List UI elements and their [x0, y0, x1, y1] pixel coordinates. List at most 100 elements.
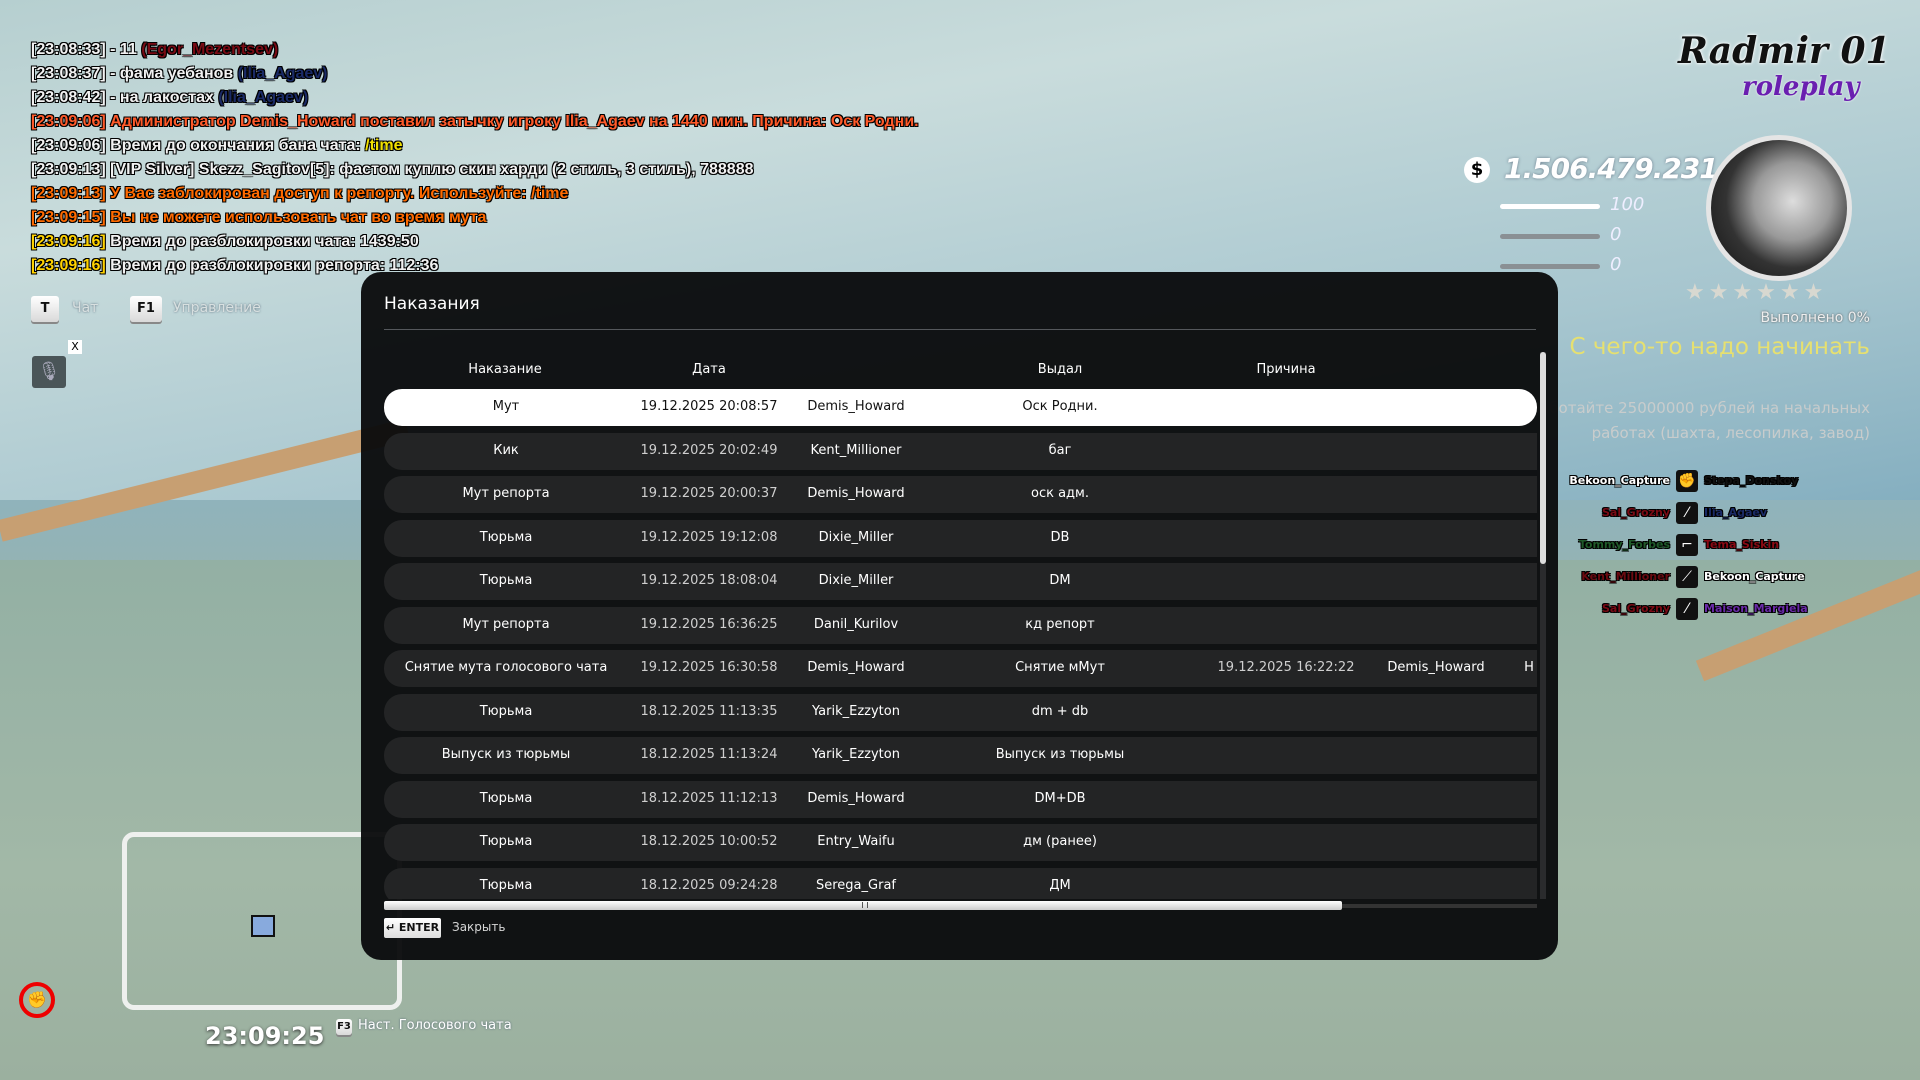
- chat-key[interactable]: T: [31, 296, 59, 322]
- issued-by: Dixie_Miller: [818, 529, 894, 545]
- shotgun-icon: ⁄: [1676, 598, 1698, 620]
- chat-timestamp: [23:09:13]: [31, 161, 106, 178]
- chat-text: Администратор Demis_Howard поставил заты…: [105, 113, 919, 130]
- killfeed-killer: Sal_Grozny: [1601, 602, 1670, 615]
- chat-name: (Ilia_Agaev): [218, 89, 309, 106]
- killfeed-victim: Ilia_Agaev: [1704, 506, 1767, 519]
- horizontal-scroll-thumb[interactable]: [384, 901, 1342, 910]
- killfeed-victim: Maison_Margiela: [1704, 602, 1808, 615]
- punishment-type: Тюрьма: [479, 790, 533, 806]
- issued-by: Entry_Waifu: [817, 834, 895, 849]
- chat-hint: Чат: [72, 300, 99, 316]
- table-row[interactable]: Выпуск из тюрьмы 18.12.2025 11:13:24 Yarik…: [384, 737, 1537, 774]
- punishment-date: 18.12.2025 11:13:35: [640, 703, 778, 719]
- quest-desc-line: Заработайте 25000000 рублей на начальных: [1511, 399, 1870, 417]
- reason: Оск Родни.: [1022, 399, 1098, 414]
- table-row[interactable]: Снятие мута голосового чата 19.12.2025 16…: [384, 650, 1537, 687]
- punishment-date: 19.12.2025 16:30:58: [640, 660, 778, 675]
- player-avatar[interactable]: [1706, 135, 1852, 281]
- chat-text: Время до разблокировки чата: 1439:50: [105, 233, 419, 250]
- fist-icon: ✊: [1676, 470, 1698, 492]
- punishment-type: Мут репорта: [462, 486, 550, 501]
- punishments-list[interactable]: Мут 19.12.2025 20:08:57 Demis_Howard Оск Ро…: [384, 389, 1537, 899]
- chat-text: Вы не можете использовать чат во время м…: [105, 209, 487, 226]
- chat-line: [23:08:42] - на лакостах (Ilia_Agaev): [31, 86, 919, 110]
- server-logo: Radmir 01: [1678, 30, 1891, 72]
- killfeed-killer: Kent_Millioner: [1581, 570, 1670, 583]
- mic-muted-badge: X: [68, 340, 82, 354]
- vertical-scroll-thumb[interactable]: [1540, 352, 1546, 564]
- header-reason: Причина: [1256, 362, 1316, 377]
- menu-key[interactable]: F1: [130, 296, 162, 322]
- chat-timestamp: [23:08:42]: [31, 89, 106, 106]
- horizontal-scrollbar[interactable]: [384, 901, 1537, 910]
- table-row[interactable]: Тюрьма 18.12.2025 09:24:28 Serega_Graf ДМ: [384, 867, 1537, 899]
- issued-by: Demis_Howard: [807, 399, 905, 414]
- chat-name: (Ilia_Agaev): [237, 65, 328, 82]
- reason: DM+DB: [1034, 790, 1086, 806]
- health-bar: [1500, 204, 1600, 209]
- health-value: 100: [1610, 194, 1645, 215]
- table-row[interactable]: Мут репорта 19.12.2025 20:00:37 Demis_Howa…: [384, 476, 1537, 513]
- reason: кд репорт: [1025, 616, 1095, 632]
- table-row[interactable]: Тюрьма 18.12.2025 11:13:35 Yarik_Ezzyton dm…: [384, 693, 1537, 731]
- table-row[interactable]: Мут репорта 19.12.2025 16:36:25 Danil_Kuri…: [384, 606, 1537, 644]
- punishment-type: Тюрьма: [479, 834, 533, 849]
- punishment-date: 19.12.2025 16:36:25: [640, 616, 778, 632]
- punishments-dialog: Наказания Наказание Дата Выдал Причина М…: [361, 272, 1558, 960]
- close-button[interactable]: Закрыть: [452, 920, 506, 934]
- player-marker-icon: [251, 915, 275, 937]
- killfeed-victim: Bekoon_Capture: [1704, 570, 1805, 583]
- reason: ДМ: [1049, 877, 1071, 893]
- table-row[interactable]: Тюрьма 18.12.2025 11:12:13 Demis_Howard DM+…: [384, 780, 1537, 818]
- dialog-title: Наказания: [384, 294, 480, 314]
- divider: [384, 329, 1536, 330]
- issued-by: Demis_Howard: [807, 486, 905, 501]
- vertical-scrollbar[interactable]: [1540, 352, 1546, 899]
- quest-desc-line: работах (шахта, лесопилка, завод): [1591, 424, 1870, 442]
- reason: dm + db: [1031, 703, 1089, 719]
- money-icon: $: [1464, 157, 1490, 183]
- mic-muted-icon: 🎙: [32, 356, 66, 388]
- chat-line: [23:09:13] У Вас заблокирован доступ к р…: [31, 182, 919, 206]
- punishment-date: 18.12.2025 09:24:28: [640, 877, 778, 893]
- table-row[interactable]: Тюрьма 19.12.2025 19:12:08 Dixie_Miller DB: [384, 519, 1537, 557]
- punishment-type: Мут репорта: [462, 616, 550, 632]
- chat-text: [VIP Silver] Skezz_Sagitov[5]: фастом ку…: [105, 161, 754, 178]
- punishment-type: Мут: [492, 399, 520, 414]
- no-fight-icon: ✊: [19, 982, 55, 1018]
- menu-hint: Управление: [173, 300, 261, 316]
- chat-line: [23:09:06] Время до окончания бана чата:…: [31, 134, 919, 158]
- rifle-icon: ⟋: [1676, 566, 1698, 588]
- chat-line: [23:08:33] - 11 (Egor_Mezentsev): [31, 38, 919, 62]
- chat-line: [23:09:15] Вы не можете использовать чат…: [31, 206, 919, 230]
- issued-by: Danil_Kurilov: [813, 616, 899, 632]
- header-punishment: Наказание: [468, 362, 542, 377]
- header-date: Дата: [692, 362, 726, 377]
- punishment-date: 18.12.2025 11:13:24: [640, 747, 778, 762]
- enter-key-button[interactable]: ↵ ENTER: [384, 918, 441, 938]
- punishment-type: Тюрьма: [479, 877, 533, 893]
- table-row[interactable]: Тюрьма 19.12.2025 18:08:04 Dixie_Miller DM: [384, 563, 1537, 600]
- chat-timestamp: [23:09:06]: [31, 137, 106, 154]
- money-amount: 1.506.479.231: [1504, 152, 1719, 185]
- killfeed-killer: Tommy_Forbes: [1578, 538, 1670, 551]
- punishment-date: 19.12.2025 19:12:08: [640, 529, 778, 545]
- armor-value: 0: [1610, 224, 1622, 245]
- issued-by: Dixie_Miller: [818, 573, 894, 588]
- scroll-grip-icon: [862, 902, 868, 908]
- table-row[interactable]: Тюрьма 18.12.2025 10:00:52 Entry_Waifu дм (…: [384, 824, 1537, 861]
- voice-settings-key[interactable]: F3: [336, 1019, 352, 1035]
- chat-line: [23:09:13] [VIP Silver] Skezz_Sagitov[5]…: [31, 158, 919, 182]
- header-issued-by: Выдал: [1037, 362, 1083, 377]
- chat-text: Время до разблокировки репорта: 112:36: [105, 257, 439, 274]
- voice-settings-hint: Наст. Голосового чата: [358, 1018, 512, 1033]
- killfeed-killer: Bekoon_Capture: [1569, 474, 1670, 487]
- server-logo-sub: roleplay: [1742, 72, 1860, 102]
- chat-text: - 11: [105, 41, 142, 58]
- table-row[interactable]: Кик 19.12.2025 20:02:49 Kent_Millioner баг: [384, 432, 1537, 470]
- table-row[interactable]: Мут 19.12.2025 20:08:57 Demis_Howard Оск Ро…: [384, 389, 1537, 426]
- punishment-type: Тюрьма: [479, 529, 533, 545]
- issued-by: Yarik_Ezzyton: [812, 747, 900, 762]
- extra-more: Н: [1524, 660, 1534, 675]
